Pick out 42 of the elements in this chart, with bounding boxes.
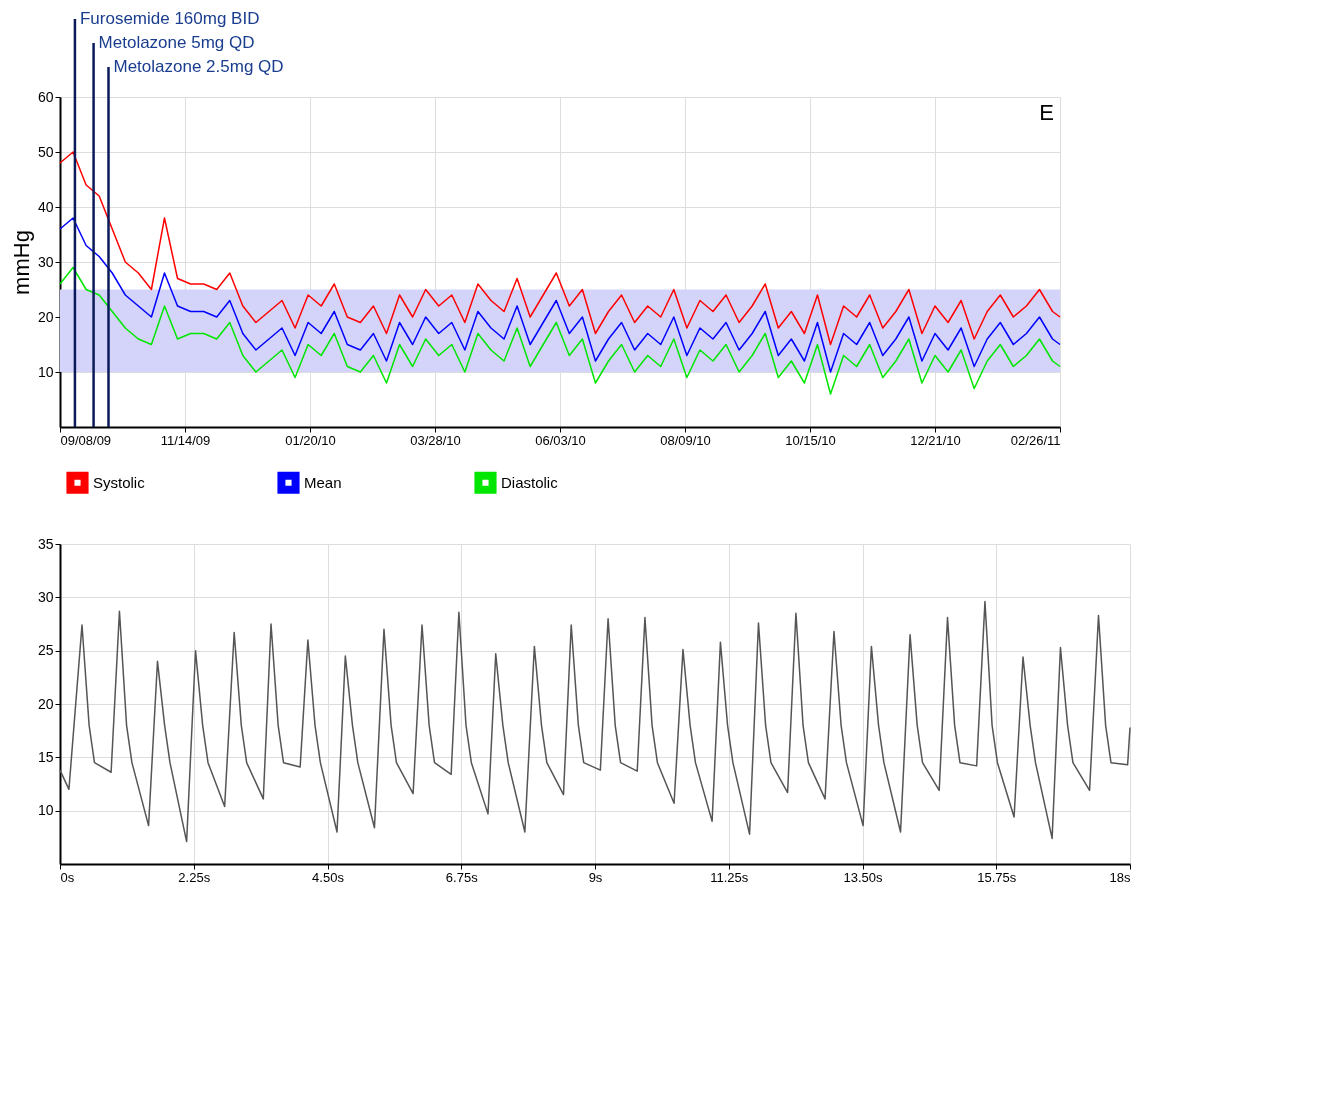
x-tick-label: 03/28/10 xyxy=(410,432,461,448)
x-tick-label: 4.50s xyxy=(312,869,345,885)
x-tick-label: 11.25s xyxy=(710,869,749,885)
x-tick-label: 0s xyxy=(60,869,75,885)
line-series xyxy=(59,266,1061,395)
x-tick-label: 09/08/09 xyxy=(60,432,112,448)
line-series xyxy=(59,151,1061,346)
x-tick-label: 10/15/10 xyxy=(785,432,836,448)
x-tick-label: 6.75s xyxy=(445,869,479,885)
x-tick-label: 11/14/09 xyxy=(160,432,211,448)
x-tick-label: 06/03/10 xyxy=(535,432,586,448)
legend-label: Diastolic xyxy=(501,473,559,491)
line-series xyxy=(59,600,1131,843)
ref-line-label: Furosemide 160mg BID xyxy=(79,9,260,28)
legend-label: Mean xyxy=(304,473,342,491)
x-tick-label: 18s xyxy=(1109,869,1131,885)
y-tick-label: 10 xyxy=(37,363,54,380)
x-tick-label: 2.25s xyxy=(178,869,211,885)
y-tick-label: 30 xyxy=(37,588,54,605)
y-tick-label: 25 xyxy=(37,642,54,659)
x-tick-label: 01/20/10 xyxy=(285,432,336,448)
legend-label: Systolic xyxy=(93,473,146,491)
ref-line-label: Metolazone 5mg QD xyxy=(98,33,255,52)
x-tick-label: 15.75s xyxy=(977,869,1017,885)
y-tick-label: 50 xyxy=(37,143,54,160)
y-tick-label: 30 xyxy=(37,253,54,270)
y-tick-label: 20 xyxy=(37,695,54,712)
y-tick-label: 20 xyxy=(37,308,54,325)
x-tick-label: 02/26/11 xyxy=(1010,432,1061,448)
x-tick-label: 9s xyxy=(588,869,603,885)
x-tick-label: 12/21/10 xyxy=(910,432,961,448)
y-tick-label: 40 xyxy=(37,198,54,215)
y-tick-label: 15 xyxy=(37,748,54,765)
y-tick-label: 60 xyxy=(37,88,54,105)
y-tick-label: 10 xyxy=(37,802,54,819)
ref-line-label: Metolazone 2.5mg QD xyxy=(113,57,284,76)
y-axis-title: mmHg xyxy=(8,230,34,295)
x-tick-label: 13.50s xyxy=(843,869,884,885)
x-tick-label: 08/09/10 xyxy=(660,432,711,448)
line-series xyxy=(59,217,1061,373)
y-tick-label: 35 xyxy=(37,535,54,552)
annotation: E xyxy=(1039,100,1054,125)
